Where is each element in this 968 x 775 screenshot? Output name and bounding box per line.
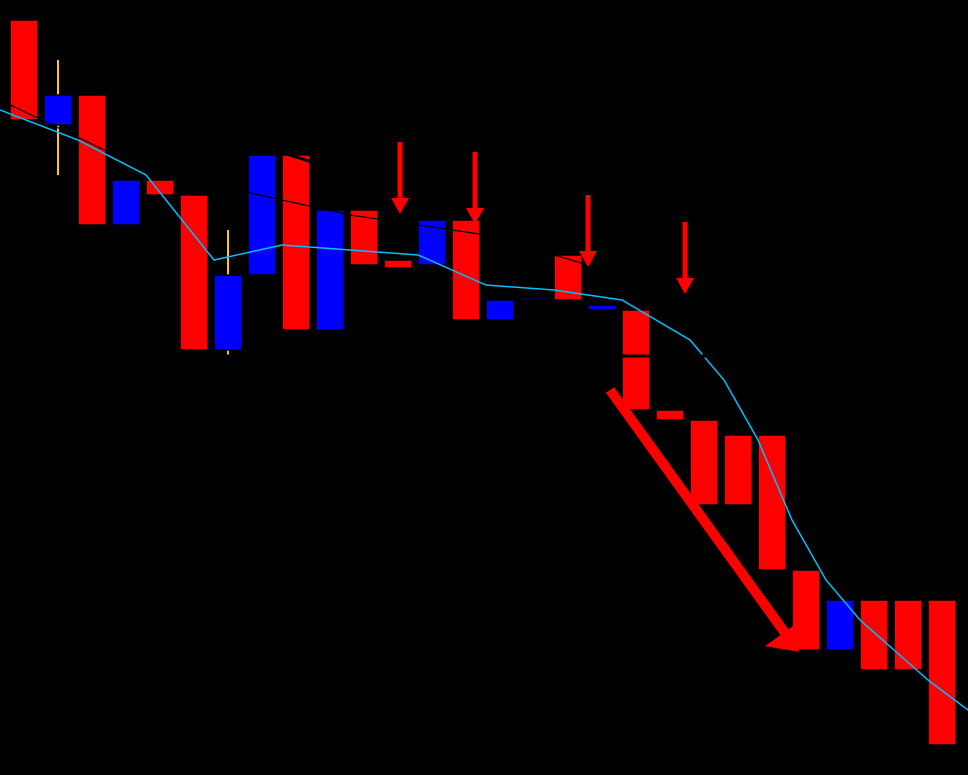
support-label: Support: [290, 370, 367, 393]
chart-svg: [0, 0, 968, 775]
boom-label: Boom!: [585, 570, 648, 593]
candlestick-chart: Bearish Pressure Support Boom! Descendin…: [0, 0, 968, 775]
bearish-pressure-label: Bearish Pressure: [580, 152, 712, 170]
chart-title-label: Descending Triangle: [40, 680, 236, 703]
